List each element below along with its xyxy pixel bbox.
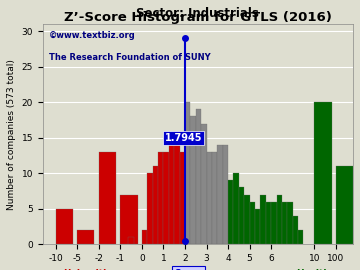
Bar — [147, 173, 153, 244]
Bar — [196, 109, 201, 244]
Bar — [201, 124, 207, 244]
Bar — [266, 202, 271, 244]
Bar — [185, 102, 190, 244]
Bar — [217, 145, 223, 244]
Bar — [336, 166, 353, 244]
Bar — [163, 152, 169, 244]
Text: Healthy: Healthy — [296, 269, 336, 270]
Bar — [223, 145, 228, 244]
Text: Unhealthy: Unhealthy — [63, 269, 116, 270]
Bar — [207, 152, 212, 244]
Bar — [174, 138, 180, 244]
Bar — [282, 202, 287, 244]
Text: ©www.textbiz.org: ©www.textbiz.org — [49, 31, 136, 40]
Bar — [99, 152, 116, 244]
Bar — [153, 166, 158, 244]
Bar — [287, 202, 293, 244]
Bar — [244, 195, 249, 244]
Bar — [180, 152, 185, 244]
Bar — [260, 195, 266, 244]
Bar — [128, 237, 134, 244]
Text: Sector: Industrials: Sector: Industrials — [136, 7, 259, 20]
Bar — [158, 152, 163, 244]
Bar — [298, 230, 303, 244]
Bar — [212, 152, 217, 244]
Bar — [190, 116, 196, 244]
Bar — [314, 102, 332, 244]
Bar — [255, 209, 260, 244]
Bar — [276, 195, 282, 244]
Bar — [271, 202, 276, 244]
Title: Z’-Score Histogram for GTLS (2016): Z’-Score Histogram for GTLS (2016) — [64, 11, 332, 24]
Bar — [239, 187, 244, 244]
Bar — [120, 195, 138, 244]
Bar — [77, 230, 94, 244]
Text: Score: Score — [174, 269, 203, 270]
Bar — [233, 173, 239, 244]
Y-axis label: Number of companies (573 total): Number of companies (573 total) — [7, 59, 16, 210]
Bar — [228, 180, 233, 244]
Bar — [249, 202, 255, 244]
Text: The Research Foundation of SUNY: The Research Foundation of SUNY — [49, 53, 211, 62]
Bar — [169, 145, 174, 244]
Text: 1.7945: 1.7945 — [165, 133, 203, 143]
Bar — [293, 216, 298, 244]
Bar — [142, 230, 147, 244]
Bar — [56, 209, 73, 244]
